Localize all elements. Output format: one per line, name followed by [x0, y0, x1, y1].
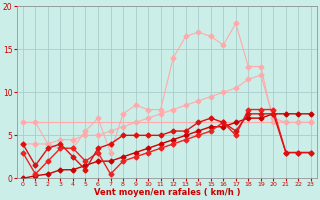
X-axis label: Vent moyen/en rafales ( km/h ): Vent moyen/en rafales ( km/h ) [94, 188, 240, 197]
